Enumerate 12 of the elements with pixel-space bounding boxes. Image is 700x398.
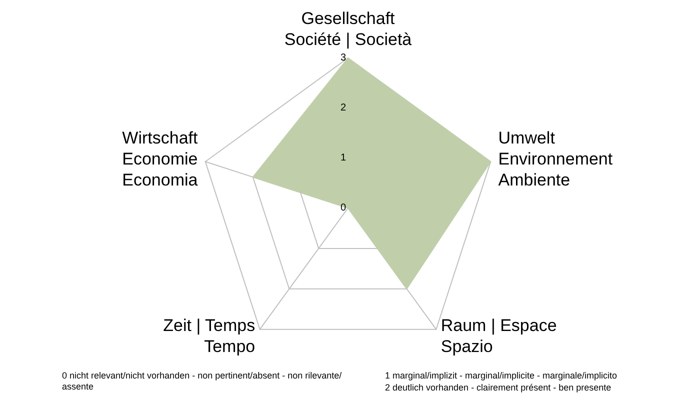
y-tick-label: 1 — [340, 152, 346, 164]
y-tick-label: 0 — [340, 202, 346, 214]
spoke-label: Gesellschaft Société | Società — [284, 9, 412, 49]
text: 2 deutlich vorhanden - clairement présent - ben presente — [385, 382, 612, 392]
spoke-label: Wirtschaft Economie Economia — [122, 128, 198, 190]
text: 0 nicht relevant/nicht vorhanden - non pertinent/absent - non rilevante/assente — [62, 370, 342, 392]
spoke-label: Raum | Espace Spazio — [440, 316, 557, 356]
spoke-label: Zeit | Temps Tempo — [163, 316, 256, 356]
text: 1 marginal/implizit - marginal/implicite - marginale/implicito — [385, 370, 618, 380]
spoke-label: Umwelt Environnement Ambiente — [498, 128, 613, 190]
y-tick-label: 3 — [340, 52, 346, 64]
y-tick-label: 2 — [340, 102, 346, 114]
